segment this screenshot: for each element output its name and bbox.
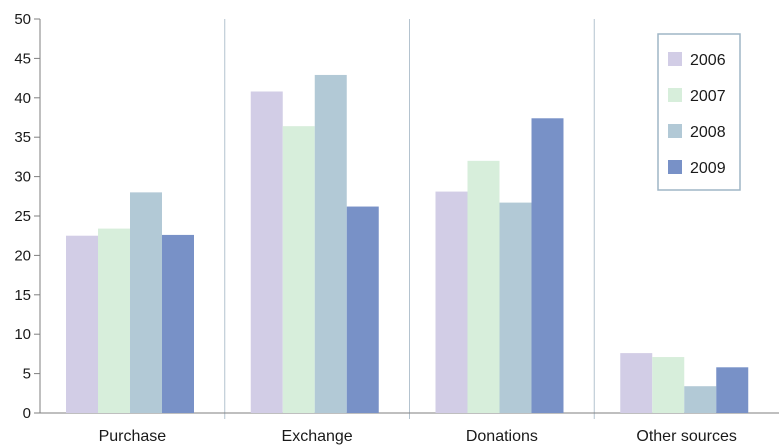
y-tick-label: 10 [14,326,31,343]
bar-other-sources-2009 [716,367,749,413]
y-tick-label: 5 [23,366,31,383]
x-category-label: Donations [466,428,538,445]
x-category-label: Purchase [99,428,167,445]
legend-swatch-2008 [668,124,682,138]
legend-swatch-2009 [668,160,682,174]
y-tick-label: 0 [23,405,31,422]
gridlines [224,19,595,419]
y-tick-label: 50 [14,11,31,28]
x-axis-labels: Purchase Exchange Donations Other sources [99,428,737,445]
y-axis-ticks: 0 5 10 15 20 25 30 35 40 45 50 [14,11,40,422]
y-tick-label: 15 [14,287,31,304]
y-tick-label: 35 [14,129,31,146]
legend-label-2009: 2009 [690,160,726,177]
bar-purchase-2006 [66,235,98,413]
bar-exchange-2008 [314,74,347,413]
bar-exchange-2006 [250,91,283,413]
bar-purchase-2007 [98,228,130,413]
y-tick-label: 25 [14,208,31,225]
legend: 2006 2007 2008 2009 [657,33,741,191]
bar-exchange-2009 [346,206,379,413]
legend-label-2007: 2007 [690,88,726,105]
legend-swatch-2006 [668,52,682,66]
bar-donations-2007 [467,160,500,413]
x-category-label: Other sources [636,428,736,445]
bars [66,74,749,414]
bar-other-sources-2008 [684,386,717,413]
legend-label-2008: 2008 [690,124,726,141]
x-category-label: Exchange [282,428,353,445]
y-tick-label: 20 [14,247,31,264]
y-tick-label: 40 [14,90,31,107]
bar-donations-2009 [531,118,564,414]
bar-purchase-2008 [130,192,162,413]
bar-exchange-2007 [282,126,315,413]
legend-label-2006: 2006 [690,52,726,69]
bar-purchase-2009 [162,234,194,413]
bar-donations-2008 [499,202,532,413]
bar-other-sources-2006 [620,353,653,413]
y-tick-label: 30 [14,169,31,186]
y-tick-label: 45 [14,50,31,67]
legend-swatch-2007 [668,88,682,102]
bar-other-sources-2007 [652,357,685,413]
bar-donations-2006 [435,191,468,413]
